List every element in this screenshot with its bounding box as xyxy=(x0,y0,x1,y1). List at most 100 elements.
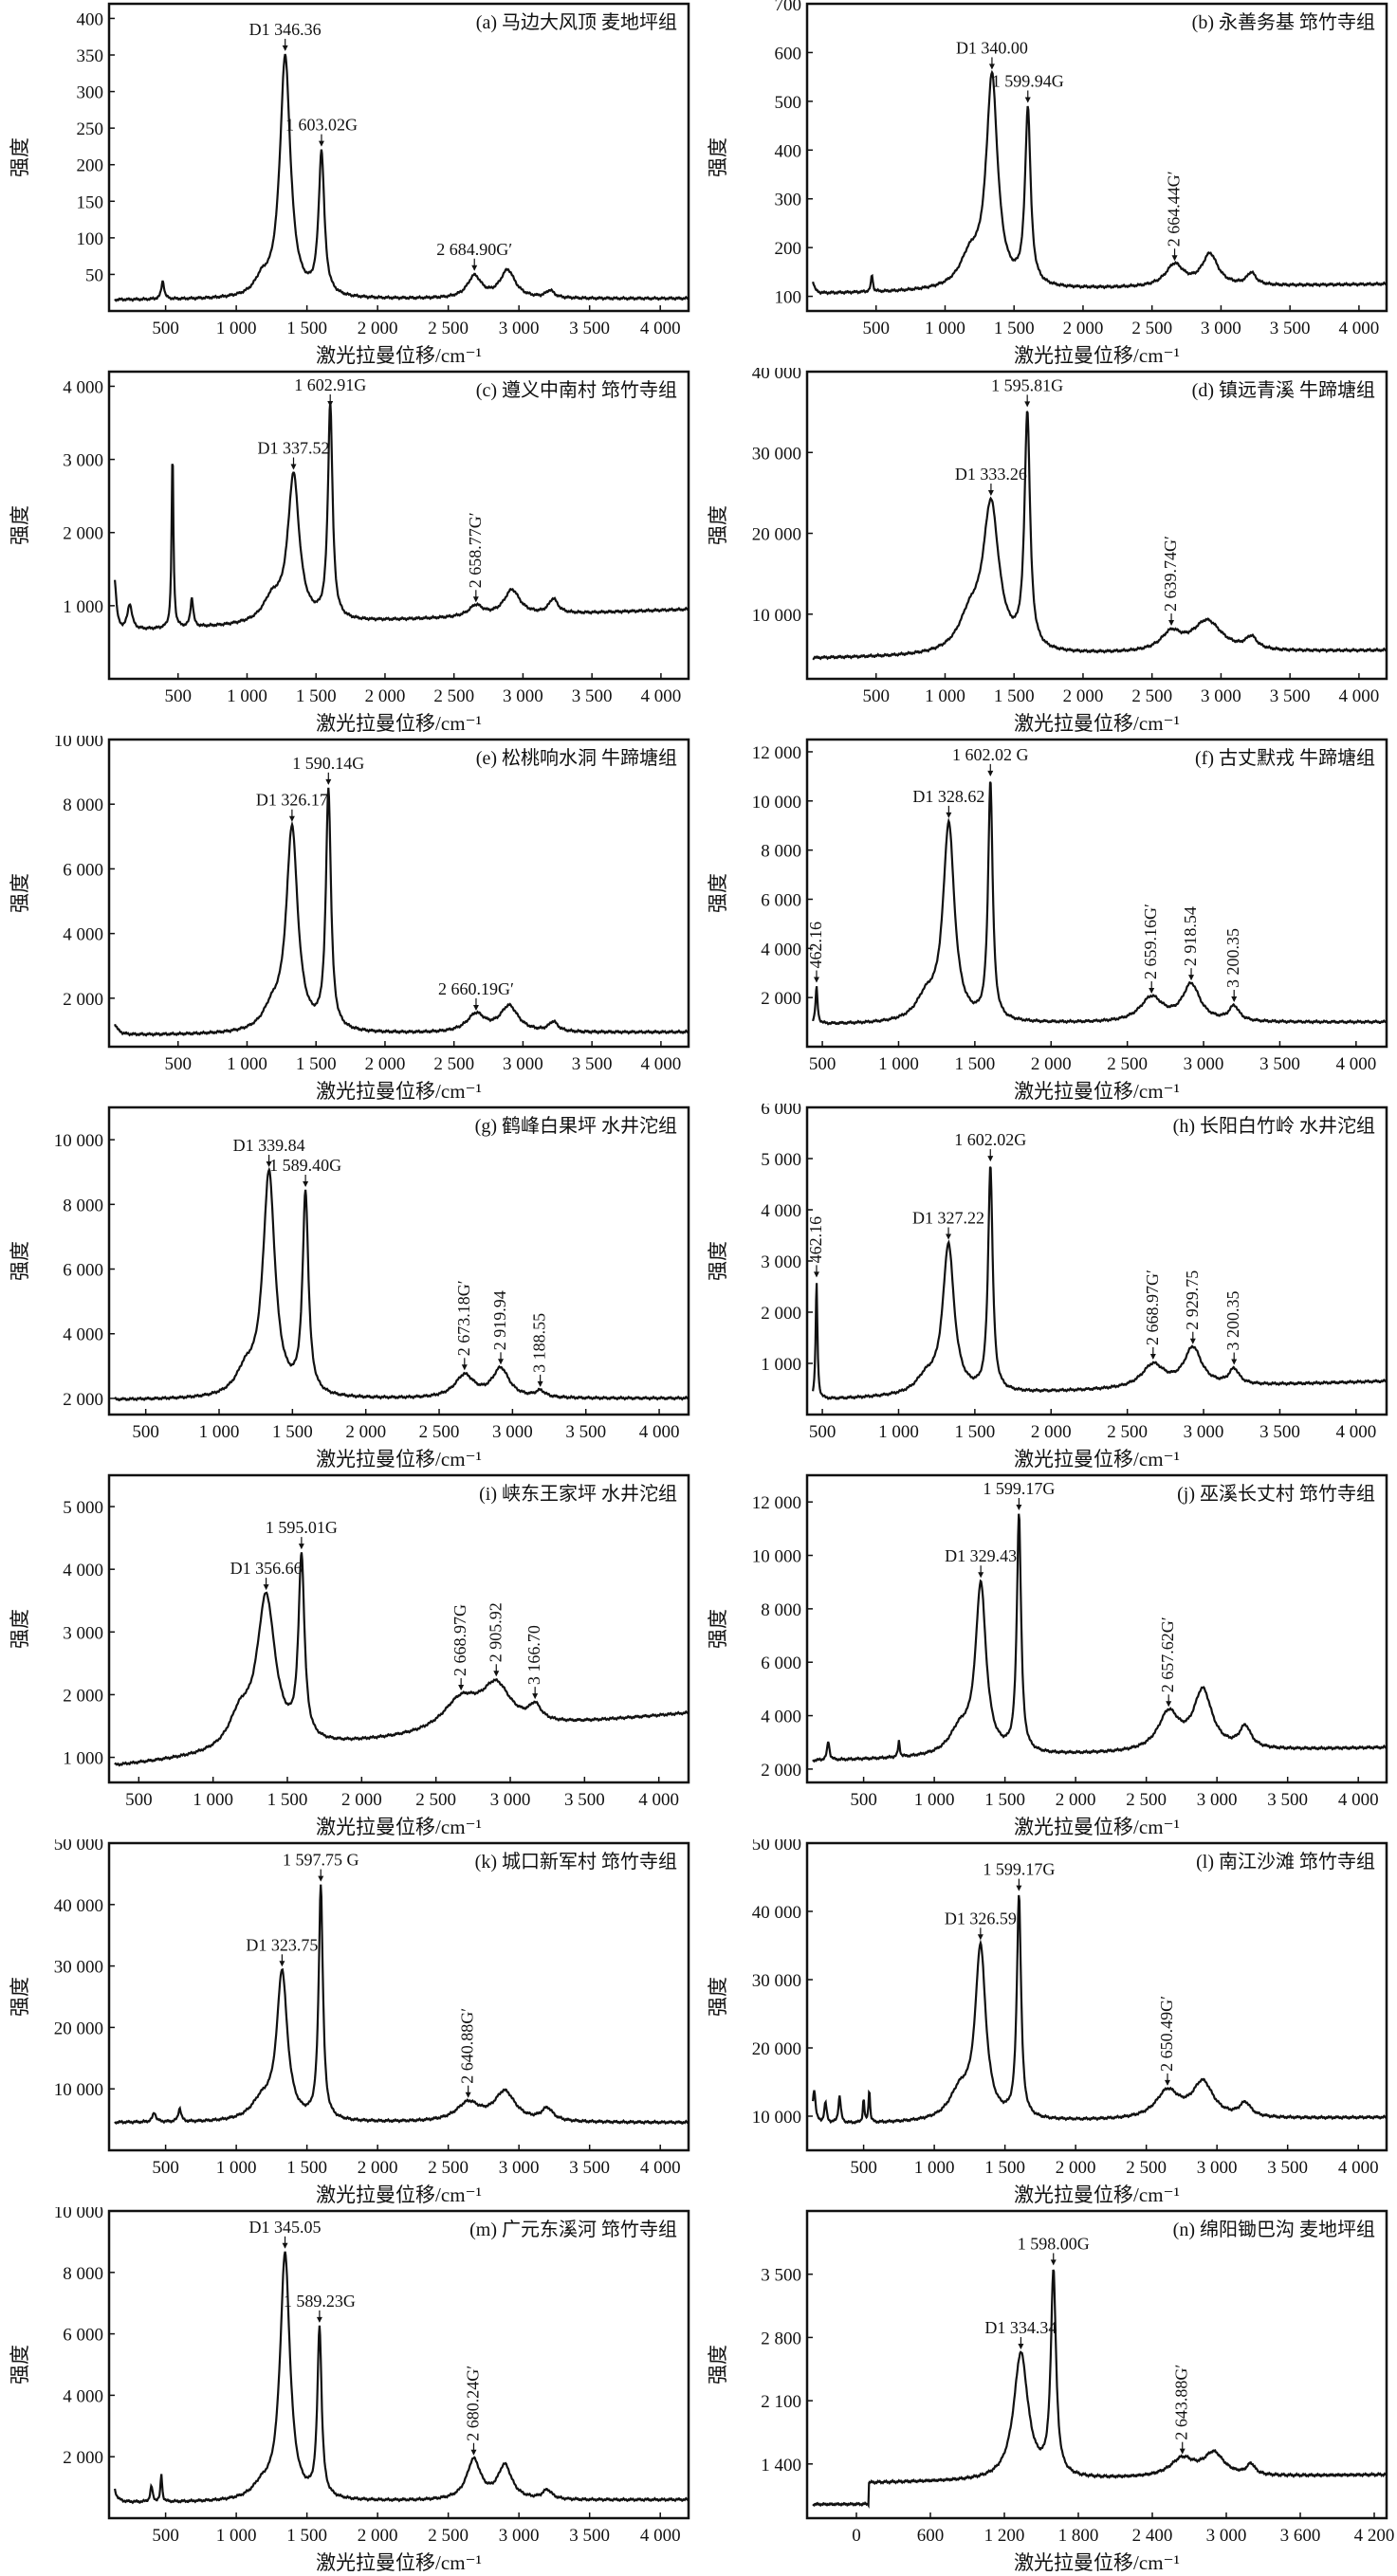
y-tick-label: 150 xyxy=(77,192,104,212)
x-tick-label: 4 000 xyxy=(641,1054,682,1074)
plot-frame xyxy=(107,1105,690,1416)
x-tick-label: 3 600 xyxy=(1280,2526,1321,2546)
x-tick-label: 2 500 xyxy=(428,2158,469,2178)
spectrum-line xyxy=(114,1552,689,1767)
spectrum-panel: 500 1 000 1 500 2 000 2 500 3 000 3 500 4 000 2 … xyxy=(707,738,1388,1103)
y-axis-title: 强度 xyxy=(707,137,729,177)
y-axis-title: 强度 xyxy=(707,1977,729,2017)
y-tick-label: 40 000 xyxy=(752,1903,801,1923)
x-tick-label: 4 000 xyxy=(1335,1422,1376,1442)
peak-arrowhead xyxy=(498,1359,505,1365)
x-tick-label: 2 500 xyxy=(1107,1054,1148,1074)
peak-label: 2 929.75 xyxy=(1183,1270,1202,1330)
x-tick-label: 500 xyxy=(152,319,179,338)
x-tick-label: 3 500 xyxy=(1270,686,1311,706)
x-tick-label: 3 000 xyxy=(499,319,540,338)
x-tick-label: 1 000 xyxy=(216,319,257,338)
y-axis-title: 强度 xyxy=(707,1241,729,1281)
x-tick-label: 1 500 xyxy=(272,1422,313,1442)
panel-title: (m) 广元东溪河 筇竹寺组 xyxy=(469,2219,677,2240)
x-tick-label: 1 500 xyxy=(984,2158,1025,2178)
x-tick-label: 2 400 xyxy=(1132,2526,1173,2546)
peak-label: 2 643.88G′ xyxy=(1172,2365,1191,2440)
peak-label: 3 166.70 xyxy=(524,1625,543,1685)
x-axis-title: 激光拉曼位移/cm⁻¹ xyxy=(316,1448,482,1471)
x-tick-label: 2 000 xyxy=(1056,1790,1096,1810)
y-tick-label: 4 000 xyxy=(63,377,103,397)
y-tick-label: 6 000 xyxy=(63,1261,103,1281)
x-axis-title: 激光拉曼位移/cm⁻¹ xyxy=(1014,1816,1180,1838)
x-tick-label: 3 500 xyxy=(565,1422,606,1442)
spectrum-panel: 500 1 000 1 500 2 000 2 500 3 000 3 500 4 000 1 … xyxy=(707,1104,1388,1471)
peak-arrowhead xyxy=(1188,975,1195,981)
x-axis-title: 激光拉曼位移/cm⁻¹ xyxy=(1014,1448,1180,1471)
y-tick-label: 6 000 xyxy=(63,860,103,880)
y-tick-label: 2 000 xyxy=(63,990,103,1010)
x-axis-title: 激光拉曼位移/cm⁻¹ xyxy=(1014,2183,1180,2206)
x-tick-label: 1 800 xyxy=(1058,2526,1099,2546)
y-axis-title: 强度 xyxy=(9,505,31,545)
y-axis-title: 强度 xyxy=(9,2345,31,2384)
y-tick-label: 2 000 xyxy=(63,1390,103,1410)
y-tick-label: 8 000 xyxy=(761,1600,801,1620)
plot-frame xyxy=(805,738,1388,1049)
y-tick-label: 4 000 xyxy=(63,925,103,945)
x-tick-label: 3 000 xyxy=(503,1054,543,1074)
y-tick-label: 500 xyxy=(775,93,802,113)
x-tick-label: 1 500 xyxy=(994,319,1035,338)
peak-arrowhead xyxy=(316,2316,322,2323)
x-tick-label: 2 000 xyxy=(358,2526,398,2546)
x-tick-label: 3 000 xyxy=(1184,1422,1224,1442)
peak-arrowhead xyxy=(1149,988,1155,995)
peak-label: D1 328.62 xyxy=(912,787,984,806)
y-tick-label: 12 000 xyxy=(752,1493,801,1513)
peak-label: 2 640.88G′ xyxy=(458,2008,477,2084)
y-tick-label: 2 000 xyxy=(761,1761,801,1781)
x-tick-label: 4 000 xyxy=(1338,1790,1379,1810)
x-tick-label: 3 500 xyxy=(1259,1422,1300,1442)
y-axis-title: 强度 xyxy=(9,1241,31,1281)
x-tick-label: 1 200 xyxy=(984,2526,1025,2546)
y-tick-label: 30 000 xyxy=(54,1958,103,1978)
x-tick-label: 2 500 xyxy=(419,1422,460,1442)
peak-label: 1 597.75 G xyxy=(283,1851,359,1870)
peak-arrowhead xyxy=(987,1156,994,1162)
x-tick-label: 3 500 xyxy=(569,319,610,338)
plot-frame xyxy=(805,2209,1388,2520)
x-tick-label: 500 xyxy=(862,686,890,706)
x-axis-title: 激光拉曼位移/cm⁻¹ xyxy=(1014,344,1180,367)
x-tick-label: 1 000 xyxy=(216,2526,257,2546)
y-tick-label: 10 000 xyxy=(752,606,801,626)
x-axis-title: 激光拉曼位移/cm⁻¹ xyxy=(1014,2551,1180,2574)
spectrum-line xyxy=(812,1166,1387,1400)
y-tick-label: 4 000 xyxy=(63,1561,103,1580)
plot-frame xyxy=(107,1473,690,1784)
peak-label: D1 346.36 xyxy=(249,20,322,39)
y-tick-label: 10 000 xyxy=(54,2207,103,2222)
y-tick-label: 6 000 xyxy=(63,2326,103,2346)
x-tick-label: 1 500 xyxy=(296,686,337,706)
x-tick-label: 2 500 xyxy=(428,319,469,338)
peak-arrowhead xyxy=(946,812,952,818)
peak-arrowhead xyxy=(472,596,479,603)
x-tick-label: 4 000 xyxy=(638,1790,679,1810)
x-tick-label: 2 000 xyxy=(1031,1054,1072,1074)
x-tick-label: 3 500 xyxy=(1267,2158,1308,2178)
x-tick-label: 600 xyxy=(917,2526,945,2546)
y-tick-label: 400 xyxy=(77,9,104,29)
plot-frame xyxy=(805,370,1388,681)
y-axis-title: 强度 xyxy=(9,1977,31,2017)
peak-arrowhead xyxy=(1024,401,1031,408)
x-tick-label: 2 000 xyxy=(358,319,398,338)
plot-frame xyxy=(107,2209,690,2520)
panel-title: (e) 松桃响水洞 牛蹄塘组 xyxy=(476,747,677,769)
y-tick-label: 2 000 xyxy=(63,524,103,544)
peak-label: 1 599.94G xyxy=(992,71,1064,90)
spectrum-line xyxy=(812,411,1387,661)
y-tick-label: 4 000 xyxy=(761,940,801,959)
x-tick-label: 1 000 xyxy=(199,1422,240,1442)
y-tick-label: 10 000 xyxy=(752,2108,801,2128)
x-tick-label: 3 000 xyxy=(1201,319,1241,338)
x-tick-label: 0 xyxy=(852,2526,861,2546)
x-tick-label: 2 500 xyxy=(1131,686,1172,706)
